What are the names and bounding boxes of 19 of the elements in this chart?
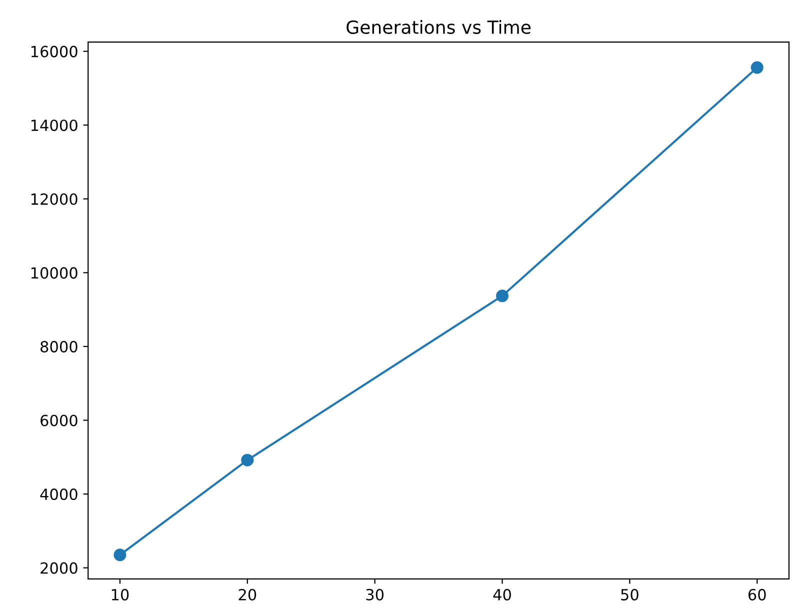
x-tick-label: 30: [366, 588, 384, 600]
y-tick-label: 10000: [31, 267, 78, 279]
x-tick-label: 20: [238, 588, 256, 600]
point: [114, 548, 126, 562]
y-tick-label: 16000: [31, 46, 78, 58]
point: [496, 290, 509, 302]
x-tick-label: 60: [748, 588, 766, 600]
y-tick-label: 14000: [31, 120, 78, 132]
chart-title: Generations vs Time: [346, 20, 531, 34]
point: [241, 454, 254, 466]
point: [750, 61, 764, 74]
x-tick-label: 50: [621, 588, 638, 600]
y-tick-label: 8000: [40, 340, 78, 352]
x-tick-label: 40: [493, 588, 511, 600]
x-tick-label: 10: [112, 588, 129, 600]
y-tick-label: 12000: [31, 193, 78, 205]
y-tick-label: 4000: [40, 488, 78, 500]
y-tick-label: 2000: [40, 562, 78, 574]
y-tick-label: 6000: [40, 414, 78, 426]
